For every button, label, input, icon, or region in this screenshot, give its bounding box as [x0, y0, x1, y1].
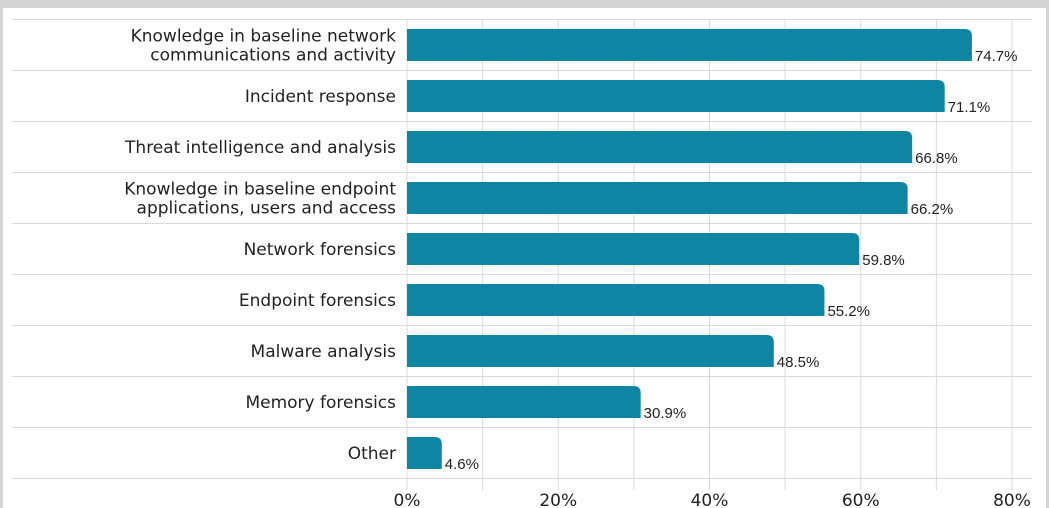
- top-border: [0, 0, 1049, 8]
- category-label: Endpoint forensics: [239, 291, 396, 311]
- bar: [407, 131, 913, 163]
- bar: [407, 335, 774, 367]
- bar: [407, 80, 945, 112]
- bar: [407, 437, 442, 469]
- category-label: Knowledge in baseline network: [131, 27, 397, 47]
- left-border: [0, 0, 3, 508]
- data-label: 59.8%: [862, 252, 905, 269]
- category-label: Memory forensics: [245, 393, 396, 413]
- category-label: communications and activity: [150, 46, 396, 66]
- x-tick-label: 0%: [394, 491, 421, 508]
- data-label: 66.2%: [911, 201, 954, 218]
- bar: [407, 233, 860, 265]
- x-tick-label: 20%: [539, 491, 577, 508]
- bar: [407, 29, 972, 61]
- right-border: [1046, 0, 1049, 508]
- data-label: 55.2%: [827, 303, 870, 320]
- category-label: Threat intelligence and analysis: [124, 138, 396, 158]
- x-tick-label: 60%: [842, 491, 880, 508]
- data-label: 74.7%: [975, 48, 1018, 65]
- data-label: 30.9%: [644, 405, 687, 422]
- data-label: 48.5%: [777, 354, 820, 371]
- category-label: Other: [348, 444, 396, 464]
- category-label: Incident response: [245, 87, 396, 107]
- x-tick-label: 80%: [993, 491, 1031, 508]
- category-label: applications, users and access: [137, 199, 397, 219]
- category-label: Knowledge in baseline endpoint: [124, 180, 396, 200]
- category-label: Network forensics: [244, 240, 397, 260]
- bar: [407, 386, 641, 418]
- x-tick-label: 40%: [691, 491, 729, 508]
- data-label: 4.6%: [445, 456, 479, 473]
- bar: [407, 182, 908, 214]
- data-label: 71.1%: [948, 99, 991, 116]
- category-label: Malware analysis: [251, 342, 397, 362]
- data-label: 66.8%: [915, 150, 958, 167]
- bar: [407, 284, 825, 316]
